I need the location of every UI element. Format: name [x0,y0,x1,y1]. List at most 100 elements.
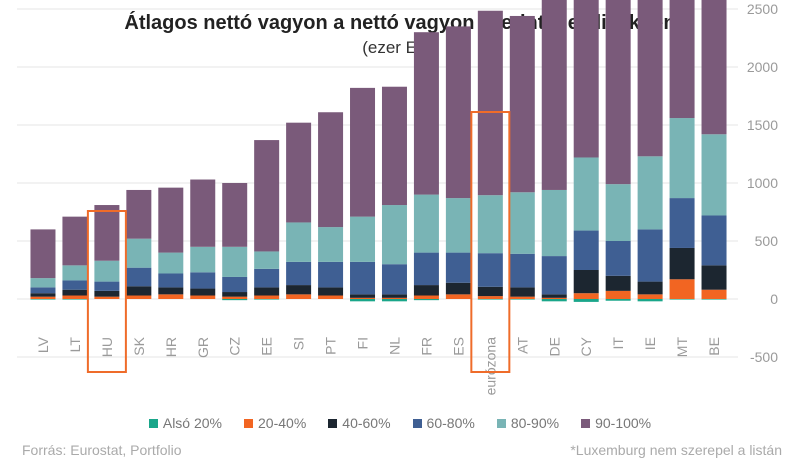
y-tick-label: 500 [755,233,779,249]
bar-segment [605,184,631,241]
legend-label: 20-40% [258,415,307,431]
bar-segment [254,295,280,299]
bar-segment [30,287,56,294]
bar-segment [669,299,695,300]
bar-segment [445,26,471,199]
bar-segment [445,294,471,299]
bar-segment [126,189,152,239]
bar-segment [350,87,376,217]
bar-segment [286,122,312,223]
bar-segment [254,251,280,269]
bar-segment [190,179,216,247]
highlight-box [470,111,511,373]
bar-segment [190,272,216,289]
x-tick-label: BE [706,337,722,356]
bar-segment [541,297,567,299]
bar-segment [637,299,663,302]
x-tick-label: HR [163,337,179,357]
highlight-boxes [86,111,511,373]
bar-segment [669,247,695,280]
bar-segment [445,252,471,283]
bar-segment [637,156,663,230]
x-tick-label: ES [450,337,466,356]
bar-segment [509,15,535,193]
bar-segment [573,293,599,299]
bar-segment [350,297,376,299]
bar-segment [477,286,503,297]
bar-segment [413,295,439,299]
bar-segment [318,227,344,262]
bar-segment [381,299,407,302]
legend-item: 90-100% [581,415,651,431]
bar-segment [62,265,88,281]
bar-segment [669,118,695,199]
bar-segment [413,285,439,296]
bar-segment [286,222,312,262]
bar-segment [637,0,663,157]
bar-segment [94,205,120,261]
x-tick-label: SI [291,337,307,350]
bar-segment [286,294,312,299]
bar-segment [701,134,727,216]
footnote: *Luxemburg nem szerepel a listán [570,442,782,458]
bar-segment [222,292,248,297]
legend-swatch [496,418,506,428]
bar-segment [94,281,120,291]
bar-segment [669,198,695,248]
legend-label: Alsó 20% [162,415,223,431]
y-tick-label: 1500 [747,117,778,133]
x-tick-label: SK [131,336,147,355]
bar-segment [318,295,344,299]
x-tick-label: NL [386,337,402,355]
bar-segment [605,299,631,301]
x-tick-label: EE [259,337,275,356]
x-tick-label: FR [418,337,434,356]
bar-segment [350,216,376,262]
legend-swatch [581,418,591,428]
bar-segment [222,296,248,299]
legend-label: 80-90% [510,415,560,431]
x-tick-label: HU [99,337,115,357]
bars [30,0,727,302]
bar-segment [254,268,280,288]
bar-segment [605,0,631,185]
bar-segment [573,230,599,270]
bar-segment [381,297,407,299]
bar-segment [94,290,120,297]
bar-segment [126,267,152,287]
bar-segment [62,299,88,300]
bar-segment [158,273,184,288]
bar-segment [254,287,280,296]
bar-segment [254,299,280,300]
bar-segment [509,296,535,299]
bar-segment [62,295,88,299]
bar-segment [477,299,503,300]
bar-segment [541,299,567,302]
bar-segment [222,183,248,247]
bar-segment [126,286,152,296]
bar-segment [669,279,695,299]
x-tick-label: LV [35,336,51,353]
bar-segment [509,253,535,288]
y-tick-label: -500 [750,349,778,365]
x-tick-label: eurózona [482,337,498,396]
bar-segment [190,288,216,296]
bar-segment [286,285,312,295]
bar-segment [701,0,727,135]
legend-item: 20-40% [244,415,306,431]
bar-segment [637,281,663,295]
bar-segment [158,287,184,295]
bar-segment [573,157,599,231]
highlight-box [86,210,127,373]
bar-segment [62,289,88,296]
bar-segment [318,112,344,228]
bar-segment [381,264,407,295]
bar-segment [350,299,376,302]
bar-segment [381,86,407,206]
bar-segment [190,295,216,299]
bar-segment [350,261,376,295]
legend-item: Alsó 20% [148,415,223,431]
legend: Alsó 20% 20-40% 40-60% 60-80% 80-90% 90-100% [0,415,800,431]
bar-segment [605,290,631,299]
